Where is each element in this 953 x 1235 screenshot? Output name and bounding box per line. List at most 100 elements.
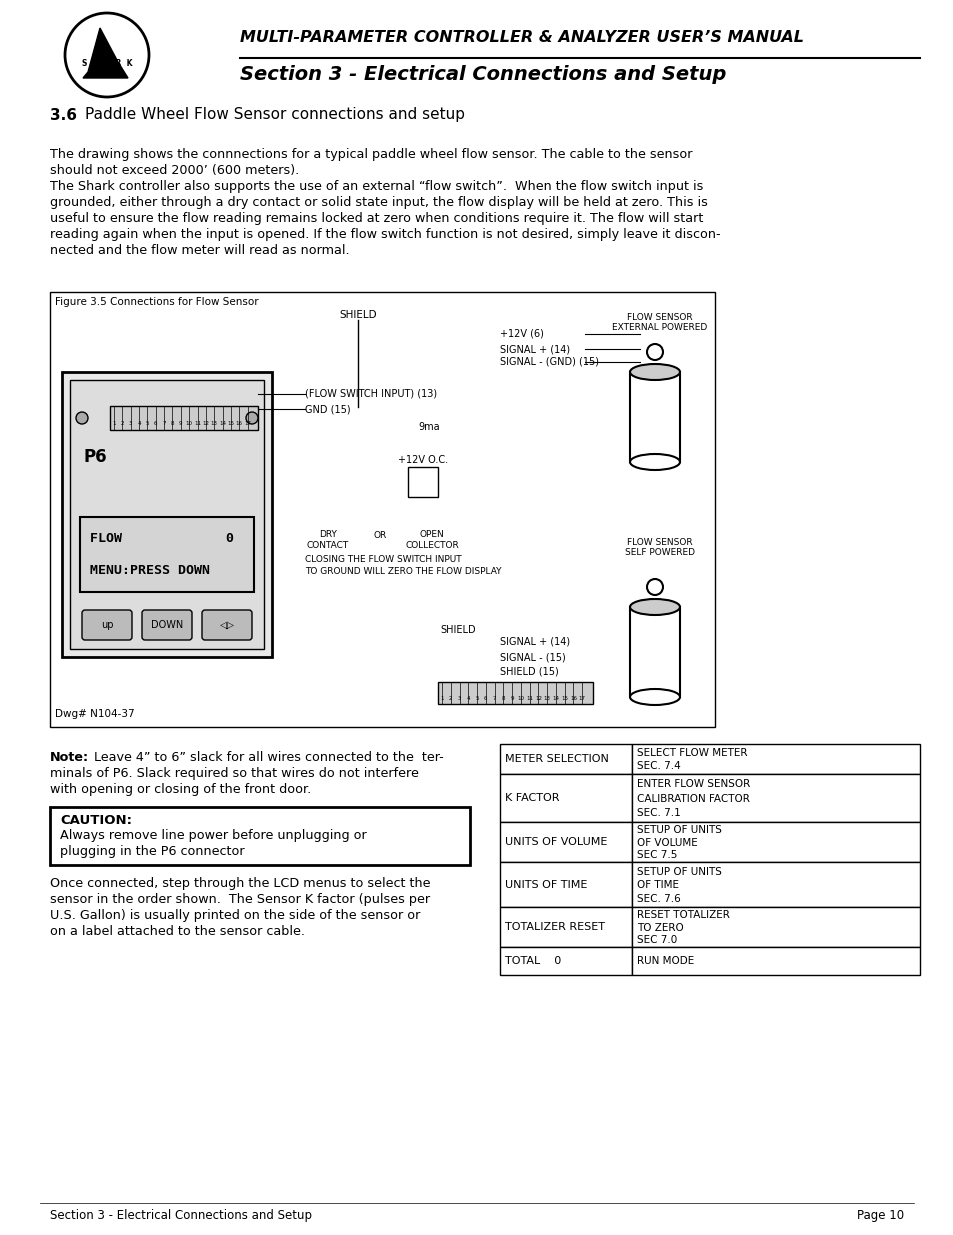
Polygon shape [83, 28, 128, 78]
FancyBboxPatch shape [202, 610, 252, 640]
Text: 7: 7 [493, 697, 496, 701]
Text: GND (15): GND (15) [305, 404, 351, 414]
Bar [499, 947, 631, 974]
Text: sensor in the order shown.  The Sensor K factor (pulses per: sensor in the order shown. The Sensor K … [50, 893, 430, 906]
Text: FLOW SENSOR
EXTERNAL POWERED: FLOW SENSOR EXTERNAL POWERED [612, 312, 707, 332]
Bar [80, 517, 253, 592]
Text: 16: 16 [569, 697, 577, 701]
Text: CLOSING THE FLOW SWITCH INPUT: CLOSING THE FLOW SWITCH INPUT [305, 556, 461, 564]
Text: 15: 15 [560, 697, 568, 701]
Text: UNITS OF TIME: UNITS OF TIME [504, 879, 587, 889]
Text: 3: 3 [457, 697, 461, 701]
Text: SELECT FLOW METER: SELECT FLOW METER [637, 748, 747, 758]
Text: P6: P6 [84, 448, 108, 466]
Text: Section 3 - Electrical Connections and Setup: Section 3 - Electrical Connections and S… [240, 65, 725, 84]
Text: TOTAL    0: TOTAL 0 [504, 956, 560, 966]
Text: (FLOW SWITCH INPUT) (13): (FLOW SWITCH INPUT) (13) [305, 389, 436, 399]
Bar [50, 291, 714, 727]
Ellipse shape [629, 599, 679, 615]
Text: 1: 1 [439, 697, 443, 701]
Bar [631, 947, 919, 974]
Text: reading again when the input is opened. If the flow switch function is not desir: reading again when the input is opened. … [50, 228, 720, 241]
Text: +12V O.C.: +12V O.C. [397, 454, 448, 466]
Bar [70, 380, 264, 650]
Bar [499, 823, 631, 862]
Text: 8: 8 [501, 697, 504, 701]
Text: 10: 10 [517, 697, 524, 701]
Bar [631, 774, 919, 823]
Text: FLOW SENSOR
SELF POWERED: FLOW SENSOR SELF POWERED [624, 537, 695, 557]
Text: K FACTOR: K FACTOR [504, 793, 558, 803]
Text: 14: 14 [219, 421, 226, 426]
Text: Section 3 - Electrical Connections and Setup: Section 3 - Electrical Connections and S… [50, 1209, 312, 1221]
Circle shape [646, 579, 662, 595]
Text: Page 10: Page 10 [856, 1209, 903, 1221]
Text: 14: 14 [552, 697, 558, 701]
Text: ◁▷: ◁▷ [219, 620, 234, 630]
Text: CALIBRATION FACTOR: CALIBRATION FACTOR [637, 794, 749, 804]
Ellipse shape [629, 364, 679, 380]
Text: 9ma: 9ma [417, 422, 439, 432]
Text: Paddle Wheel Flow Sensor connections and setup: Paddle Wheel Flow Sensor connections and… [85, 107, 464, 122]
Text: MULTI-PARAMETER CONTROLLER & ANALYZER USER’S MANUAL: MULTI-PARAMETER CONTROLLER & ANALYZER US… [240, 31, 803, 46]
Text: 5: 5 [475, 697, 478, 701]
Bar [499, 774, 631, 823]
Text: 10: 10 [186, 421, 193, 426]
Text: The Shark controller also supports the use of an external “flow switch”.  When t: The Shark controller also supports the u… [50, 180, 702, 193]
Text: OF TIME: OF TIME [637, 881, 679, 890]
Text: SEC 7.0: SEC 7.0 [637, 935, 677, 945]
Text: +12V (6): +12V (6) [499, 329, 543, 338]
Text: ENTER FLOW SENSOR: ENTER FLOW SENSOR [637, 779, 749, 789]
Text: 6: 6 [483, 697, 487, 701]
Text: 6: 6 [153, 421, 157, 426]
Text: Dwg# N104-37: Dwg# N104-37 [55, 709, 134, 719]
Bar [629, 606, 679, 697]
Circle shape [646, 345, 662, 359]
Text: up: up [101, 620, 113, 630]
Text: SEC. 7.4: SEC. 7.4 [637, 761, 680, 771]
Text: U.S. Gallon) is usually printed on the side of the sensor or: U.S. Gallon) is usually printed on the s… [50, 909, 420, 923]
Text: 4: 4 [137, 421, 141, 426]
Text: SHIELD (15): SHIELD (15) [499, 667, 558, 677]
Text: OF VOLUME: OF VOLUME [637, 837, 697, 847]
Text: SIGNAL + (14): SIGNAL + (14) [499, 345, 570, 354]
Text: Figure 3.5 Connections for Flow Sensor: Figure 3.5 Connections for Flow Sensor [55, 296, 258, 308]
FancyBboxPatch shape [142, 610, 192, 640]
Text: 5: 5 [146, 421, 149, 426]
Text: 16: 16 [235, 421, 243, 426]
Text: 3: 3 [129, 421, 132, 426]
Text: 8: 8 [171, 421, 174, 426]
Text: minals of P6. Slack required so that wires do not interfere: minals of P6. Slack required so that wir… [50, 767, 418, 781]
Text: 7: 7 [162, 421, 166, 426]
Text: SHIELD: SHIELD [439, 625, 476, 635]
Text: useful to ensure the flow reading remains locked at zero when conditions require: useful to ensure the flow reading remain… [50, 212, 702, 225]
Text: MENU:PRESS DOWN: MENU:PRESS DOWN [90, 563, 210, 577]
Text: RESET TOTALIZER: RESET TOTALIZER [637, 910, 729, 920]
Text: SEC. 7.1: SEC. 7.1 [637, 808, 680, 819]
Text: SIGNAL - (GND) (15): SIGNAL - (GND) (15) [499, 357, 598, 367]
Bar [437, 682, 593, 704]
Text: 17: 17 [578, 697, 585, 701]
Text: 2: 2 [449, 697, 452, 701]
Bar [499, 906, 631, 947]
Text: SETUP OF UNITS: SETUP OF UNITS [637, 825, 721, 836]
Text: TO ZERO: TO ZERO [637, 923, 683, 932]
Text: 9: 9 [179, 421, 182, 426]
Bar [629, 372, 679, 462]
Text: 13: 13 [543, 697, 550, 701]
Text: OR: OR [373, 531, 386, 540]
Text: plugging in the P6 connector: plugging in the P6 connector [60, 845, 244, 858]
Text: with opening or closing of the front door.: with opening or closing of the front doo… [50, 783, 311, 797]
Bar [631, 862, 919, 906]
Text: Always remove line power before unplugging or: Always remove line power before unpluggi… [60, 829, 366, 842]
Text: 11: 11 [193, 421, 201, 426]
Text: FLOW             0: FLOW 0 [90, 532, 233, 546]
Text: 11: 11 [526, 697, 533, 701]
Text: 2: 2 [120, 421, 124, 426]
Text: UNITS OF VOLUME: UNITS OF VOLUME [504, 837, 607, 847]
Bar [499, 743, 631, 774]
Bar [408, 467, 437, 496]
Circle shape [76, 412, 88, 424]
Text: CAUTION:: CAUTION: [60, 814, 132, 827]
Text: grounded, either through a dry contact or solid state input, the flow display wi: grounded, either through a dry contact o… [50, 196, 707, 209]
